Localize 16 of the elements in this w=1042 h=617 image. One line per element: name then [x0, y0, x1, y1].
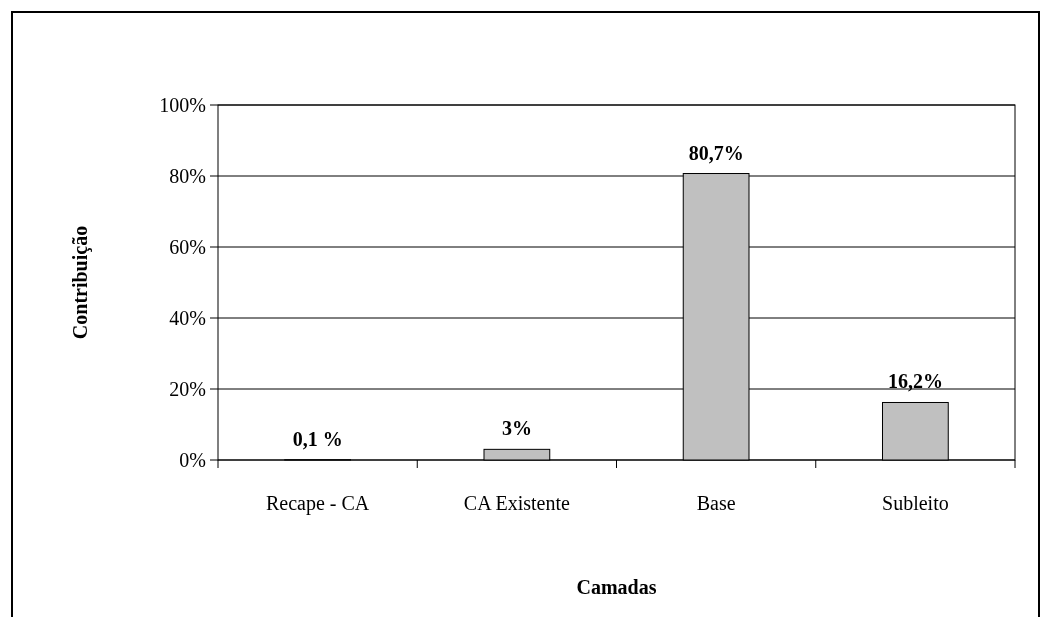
y-tick-label: 80%	[169, 165, 206, 187]
y-tick-label: 40%	[169, 307, 206, 329]
x-tick-label: Base	[696, 492, 736, 514]
y-axis-title: Contribuição	[69, 225, 92, 340]
data-label: 16,2%	[887, 370, 943, 393]
y-tick-label: 60%	[169, 236, 206, 258]
x-tick-label: Recape - CA	[265, 492, 370, 515]
x-tick-label: Subleito	[882, 492, 949, 514]
x-tick-label: CA Existente	[463, 492, 571, 514]
data-label: 0,1 %	[292, 427, 343, 450]
y-tick-label: 100%	[159, 94, 206, 116]
data-label: 80,7%	[688, 141, 744, 164]
x-axis-title: Camadas	[576, 576, 657, 598]
data-label: 3%	[501, 417, 532, 440]
y-tick-label: 0%	[179, 449, 206, 471]
y-tick-label: 20%	[169, 378, 206, 400]
